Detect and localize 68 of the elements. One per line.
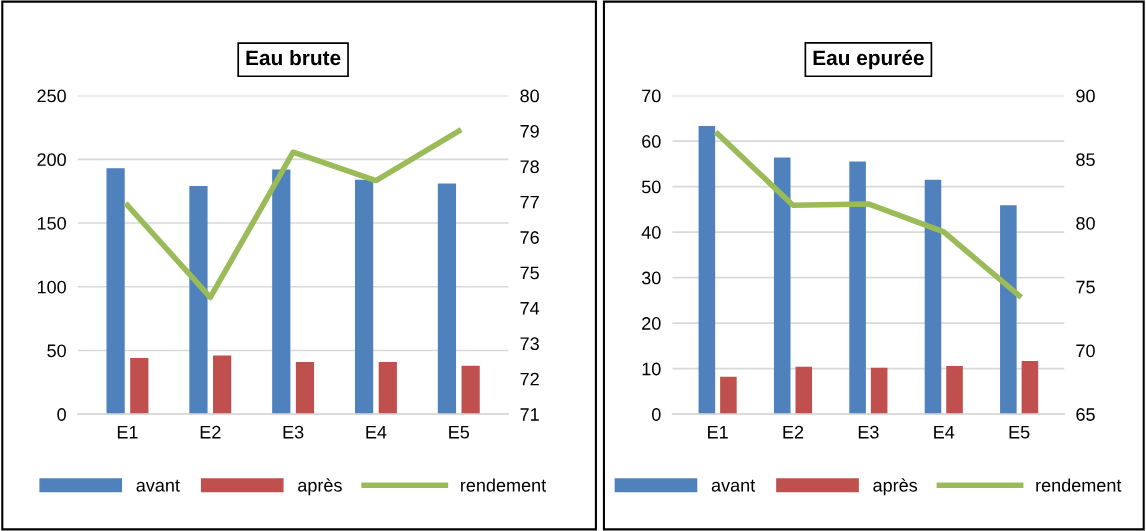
bar — [773, 157, 791, 415]
bar — [924, 179, 942, 415]
legend-label: rendement — [1036, 478, 1122, 492]
bar — [795, 366, 813, 415]
y-tick-label: 0 — [57, 408, 66, 421]
x-tick-label: E5 — [449, 425, 470, 439]
y2-tick-label: 74 — [520, 302, 540, 315]
legend-label: rendement — [461, 478, 547, 492]
y-tick-label: 100 — [37, 280, 66, 294]
y2-tick-label: 77 — [520, 195, 539, 209]
y-tick-label: 250 — [37, 89, 66, 103]
bar — [130, 358, 149, 415]
y-tick-label: 0 — [651, 408, 661, 421]
chart-title: Eau brute — [246, 49, 341, 66]
y2-tick-label: 79 — [520, 124, 539, 138]
legend-label: après — [873, 478, 918, 496]
legend-label: avant — [136, 479, 180, 492]
bar — [189, 186, 208, 415]
bar — [870, 367, 888, 415]
x-tick-label: E5 — [1009, 425, 1030, 439]
y-tick-label: 20 — [642, 317, 661, 330]
y2-tick-label: 75 — [1076, 280, 1095, 294]
y2-tick-label: 72 — [520, 372, 539, 386]
x-tick-label: E4 — [366, 425, 387, 439]
bar — [355, 179, 374, 415]
y-tick-label: 150 — [37, 216, 66, 230]
y-tick-label: 50 — [641, 180, 661, 194]
bar — [461, 365, 480, 415]
y-tick-label: 30 — [641, 271, 661, 285]
y2-tick-label: 85 — [1076, 153, 1095, 167]
y2-tick-label: 70 — [1076, 344, 1095, 358]
y2-tick-label: 71 — [520, 408, 539, 421]
y-tick-label: 50 — [47, 344, 66, 358]
x-tick-label: E1 — [117, 425, 138, 439]
bar — [213, 355, 232, 415]
y-tick-label: 40 — [641, 226, 661, 239]
chart-title: Eau epurée — [813, 49, 924, 70]
legend-label: avant — [711, 479, 756, 492]
bar — [437, 183, 457, 415]
bar — [849, 161, 866, 415]
y-tick-label: 70 — [642, 89, 661, 103]
bar — [295, 361, 315, 415]
y2-tick-label: 65 — [1076, 408, 1095, 421]
x-tick-label: E2 — [783, 425, 804, 439]
bar — [720, 376, 737, 415]
x-tick-label: E3 — [283, 425, 304, 439]
y2-tick-label: 80 — [520, 89, 539, 103]
bar — [1000, 205, 1017, 415]
y-tick-label: 60 — [642, 135, 661, 148]
y2-tick-label: 75 — [520, 266, 539, 280]
y2-tick-label: 80 — [1076, 216, 1095, 230]
bar — [946, 365, 963, 415]
x-tick-label: E4 — [934, 425, 955, 439]
bar — [1021, 360, 1039, 415]
bar — [272, 169, 291, 415]
x-tick-label: E1 — [708, 425, 728, 439]
y-tick-label: 10 — [642, 362, 661, 376]
y2-tick-label: 78 — [520, 160, 539, 174]
bar — [106, 168, 125, 415]
y2-tick-label: 76 — [520, 231, 539, 244]
legend-label: après — [298, 478, 342, 496]
x-tick-label: E3 — [858, 425, 879, 439]
bar — [378, 361, 397, 415]
y2-tick-label: 90 — [1076, 89, 1095, 103]
bar — [698, 126, 716, 415]
x-tick-label: E2 — [200, 425, 221, 439]
y2-tick-label: 73 — [520, 337, 539, 351]
y-tick-label: 200 — [37, 153, 66, 167]
